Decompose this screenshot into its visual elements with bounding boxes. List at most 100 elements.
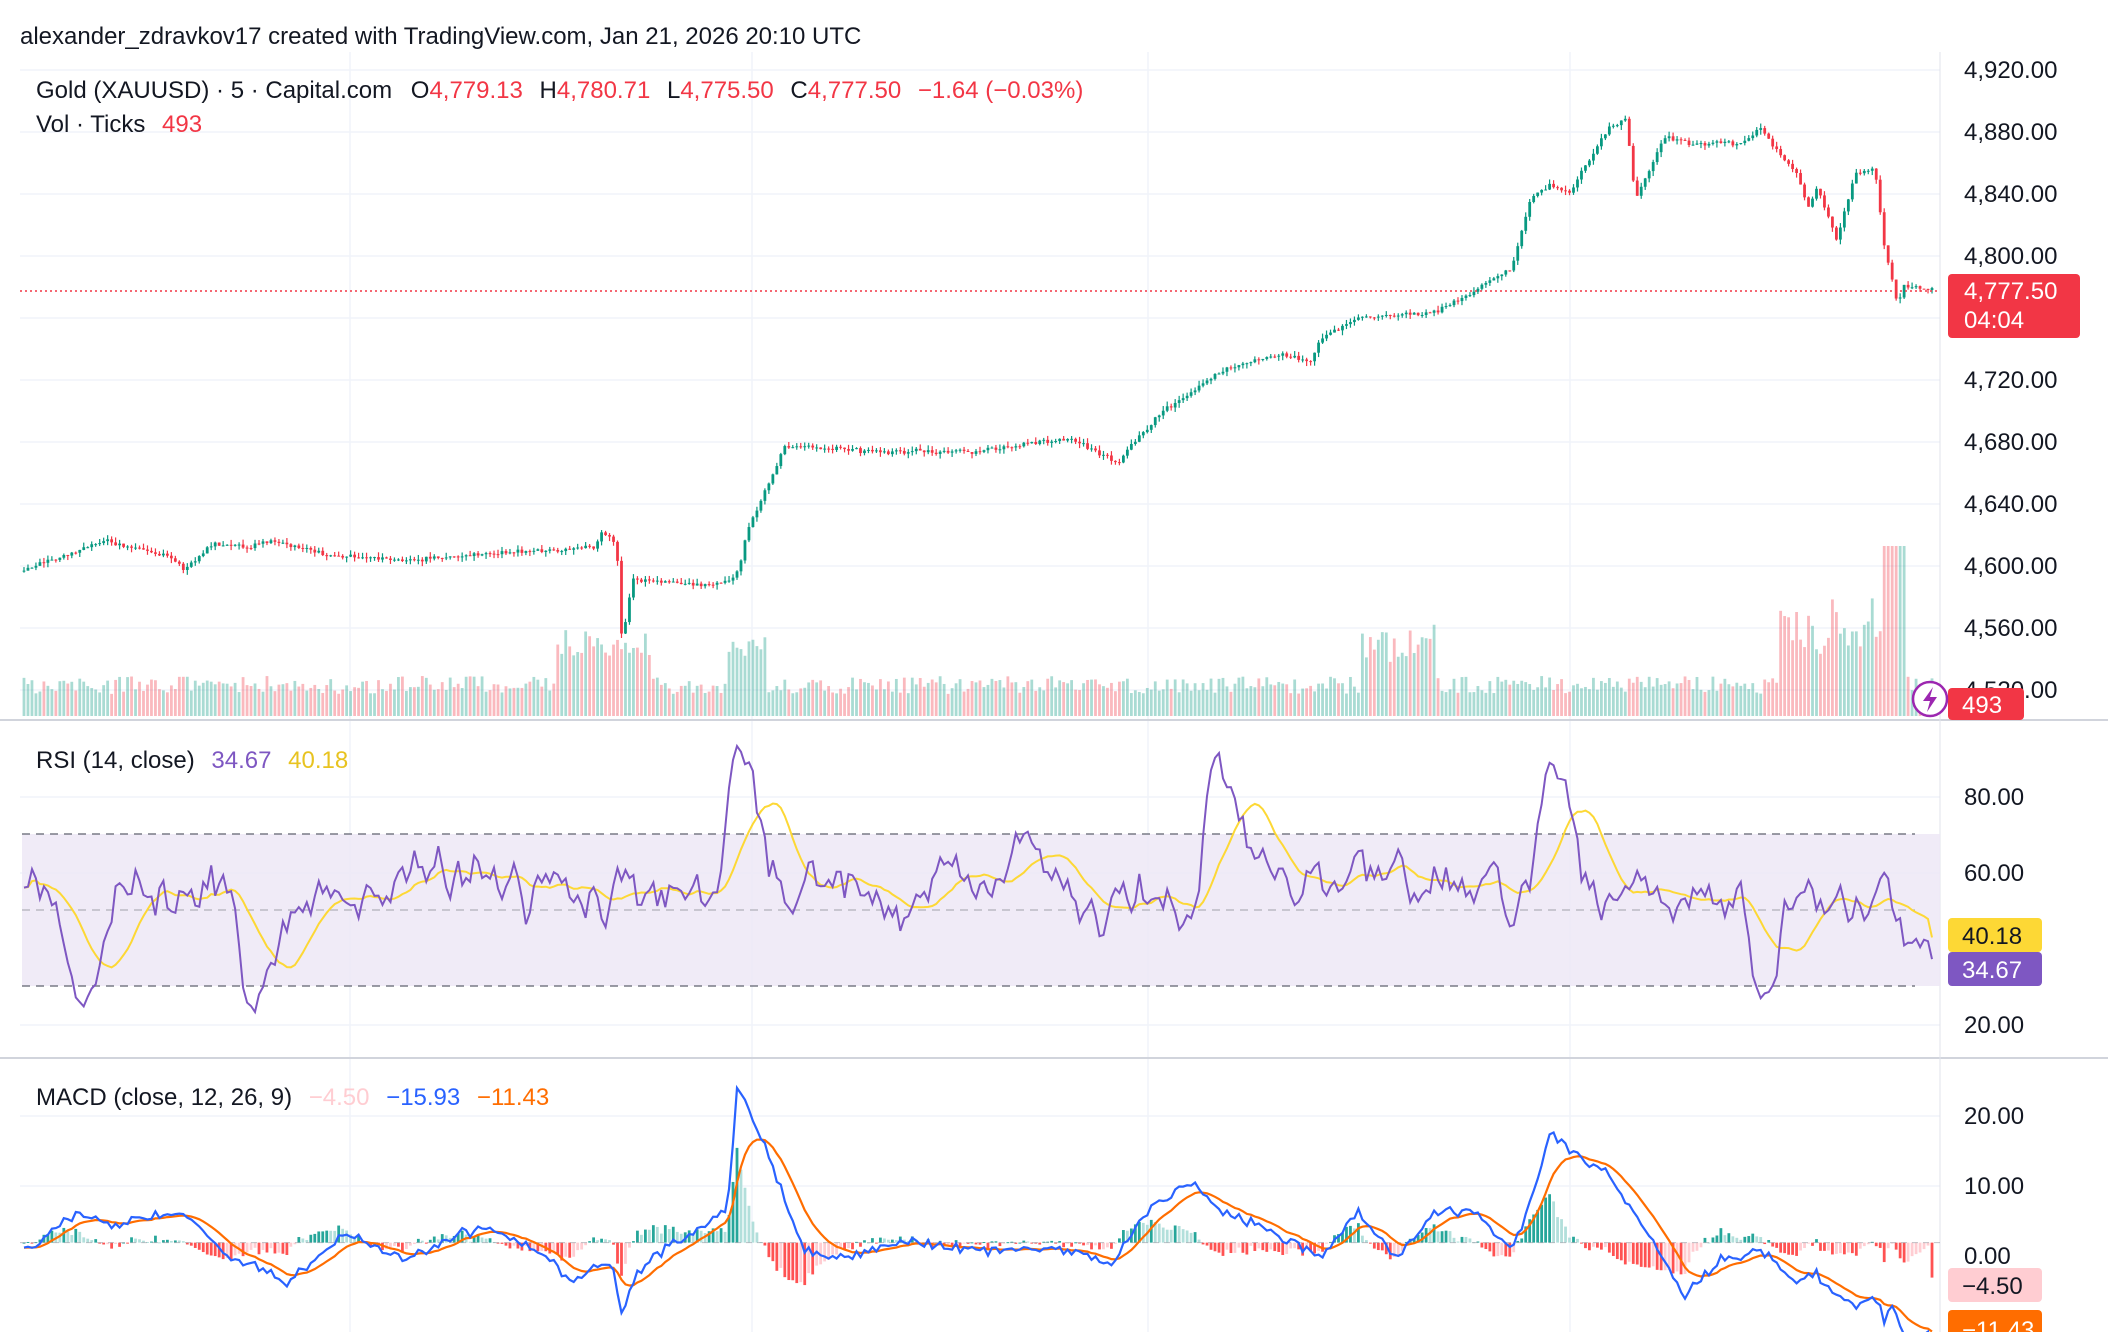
volume-bar <box>1779 610 1783 716</box>
volume-bar <box>1038 687 1042 716</box>
candle-body <box>918 448 922 451</box>
candle-body <box>1882 212 1886 246</box>
macd-histogram-bar <box>1209 1242 1213 1250</box>
rsi-legend[interactable]: RSI (14, close) 34.67 40.18 <box>36 747 348 774</box>
volume-bar <box>1850 631 1854 716</box>
macd-histogram-bar <box>313 1233 317 1243</box>
low-label: L <box>667 77 680 104</box>
candle-body <box>1014 446 1018 448</box>
macd-histogram-bar <box>1655 1242 1659 1270</box>
price-candles[interactable] <box>22 115 1934 638</box>
volume-bar <box>556 644 560 716</box>
candle-body <box>835 446 838 450</box>
macd-histogram-bar <box>1540 1204 1544 1243</box>
volume-bar <box>1002 687 1006 716</box>
volume-label[interactable]: Vol · Ticks <box>36 111 145 138</box>
macd-histogram-bar <box>1157 1223 1161 1243</box>
volume-bar <box>1890 546 1894 716</box>
macd-histogram-bar <box>1169 1229 1173 1243</box>
macd-hist-value: −4.50 <box>309 1084 370 1111</box>
macd-histogram-bar <box>831 1242 835 1255</box>
macd-histogram-bar <box>1580 1242 1583 1244</box>
price-axis[interactable]: 4,920.00 4,880.00 4,840.00 4,800.00 4,72… <box>1964 57 2057 704</box>
rsi-pane[interactable] <box>23 743 1933 1015</box>
macd-histogram-bar <box>1552 1201 1555 1243</box>
volume-bar <box>1815 649 1818 716</box>
macd-histogram-bar <box>839 1242 842 1249</box>
candle-body <box>743 540 747 561</box>
macd-histogram-bar <box>508 1242 512 1249</box>
lightning-icon[interactable] <box>1911 680 1949 718</box>
macd-histogram-bar <box>982 1242 986 1244</box>
macd-legend[interactable]: MACD (close, 12, 26, 9) −4.50 −15.93 −11… <box>36 1084 549 1111</box>
candle-body <box>1345 324 1348 326</box>
macd-histogram-bar <box>158 1242 161 1244</box>
macd-histogram-bar <box>1233 1242 1237 1253</box>
macd-histogram-bar <box>1237 1242 1241 1248</box>
volume-bar <box>1560 679 1563 716</box>
candle-body <box>1392 315 1396 317</box>
volume-bar <box>1663 684 1667 716</box>
rsi-axis[interactable]: 80.00 60.00 20.00 <box>1964 784 2024 1039</box>
volume-bar <box>1317 683 1320 716</box>
volume-bar <box>787 689 791 716</box>
macd-histogram-bar <box>1759 1237 1763 1243</box>
macd-histogram-bar <box>1285 1242 1289 1255</box>
candle-body <box>1277 355 1281 357</box>
macd-histogram-bar <box>1074 1242 1077 1244</box>
volume-bar <box>1548 677 1552 716</box>
volume-bar <box>134 689 137 716</box>
price-legend[interactable]: Gold (XAUUSD) · 5 · Capital.com O4,779.1… <box>36 77 1083 104</box>
macd-signal-badge: −11.43 <box>1962 1317 2034 1332</box>
macd-histogram-bar <box>1846 1242 1850 1253</box>
macd-axis[interactable]: 20.00 10.00 0.00 <box>1964 1103 2024 1270</box>
macd-tick: 0.00 <box>1964 1243 2011 1270</box>
macd-histogram-bar <box>229 1242 233 1260</box>
volume-legend[interactable]: Vol · Ticks 493 <box>36 111 202 138</box>
macd-histogram-bar <box>1735 1237 1739 1243</box>
volume-bar <box>357 687 360 716</box>
macd-histogram-bar <box>321 1231 325 1243</box>
candle-body <box>325 555 329 557</box>
candle-body <box>1528 201 1532 217</box>
candle-body <box>1193 390 1197 393</box>
volume-bar <box>1599 681 1603 716</box>
rsi-label[interactable]: RSI (14, close) <box>36 747 195 774</box>
candle-body <box>365 557 368 559</box>
volume-bar <box>659 684 663 716</box>
volume-bar <box>1603 682 1607 716</box>
volume-bar <box>74 690 78 716</box>
candle-body <box>779 454 783 467</box>
price-tick: 4,880.00 <box>1964 119 2057 146</box>
macd-histogram-bar <box>1639 1242 1643 1267</box>
macd-histogram-bar <box>978 1242 982 1245</box>
macd-histogram-bar <box>1906 1242 1910 1262</box>
macd-lines[interactable] <box>20 1084 1940 1332</box>
volume-bar <box>1580 688 1583 716</box>
candle-body <box>659 580 663 583</box>
candle-body <box>1671 136 1675 141</box>
symbol-title[interactable]: Gold (XAUUSD) · 5 · Capital.com <box>36 77 392 104</box>
volume-bar <box>643 633 647 716</box>
volume-bar <box>329 679 333 716</box>
candle-body <box>1070 438 1074 440</box>
candle-body <box>886 451 890 455</box>
macd-histogram-bar <box>1584 1242 1587 1249</box>
candle-body <box>357 557 360 559</box>
volume-bar <box>950 688 954 716</box>
volume-bar <box>1683 676 1687 716</box>
candle-body <box>265 541 269 544</box>
macd-label[interactable]: MACD (close, 12, 26, 9) <box>36 1084 292 1111</box>
candle-body <box>1679 139 1683 141</box>
volume-bar <box>691 692 695 716</box>
volume-bar <box>1345 693 1348 716</box>
volume-bar <box>679 685 683 716</box>
volume-bar <box>819 680 823 716</box>
volume-bar <box>771 690 775 716</box>
macd-histogram-bar <box>640 1234 643 1243</box>
candle-body <box>1372 317 1376 319</box>
volume-bar <box>1030 679 1034 716</box>
volume-bar <box>114 679 118 716</box>
macd-histogram-bar <box>181 1241 185 1243</box>
